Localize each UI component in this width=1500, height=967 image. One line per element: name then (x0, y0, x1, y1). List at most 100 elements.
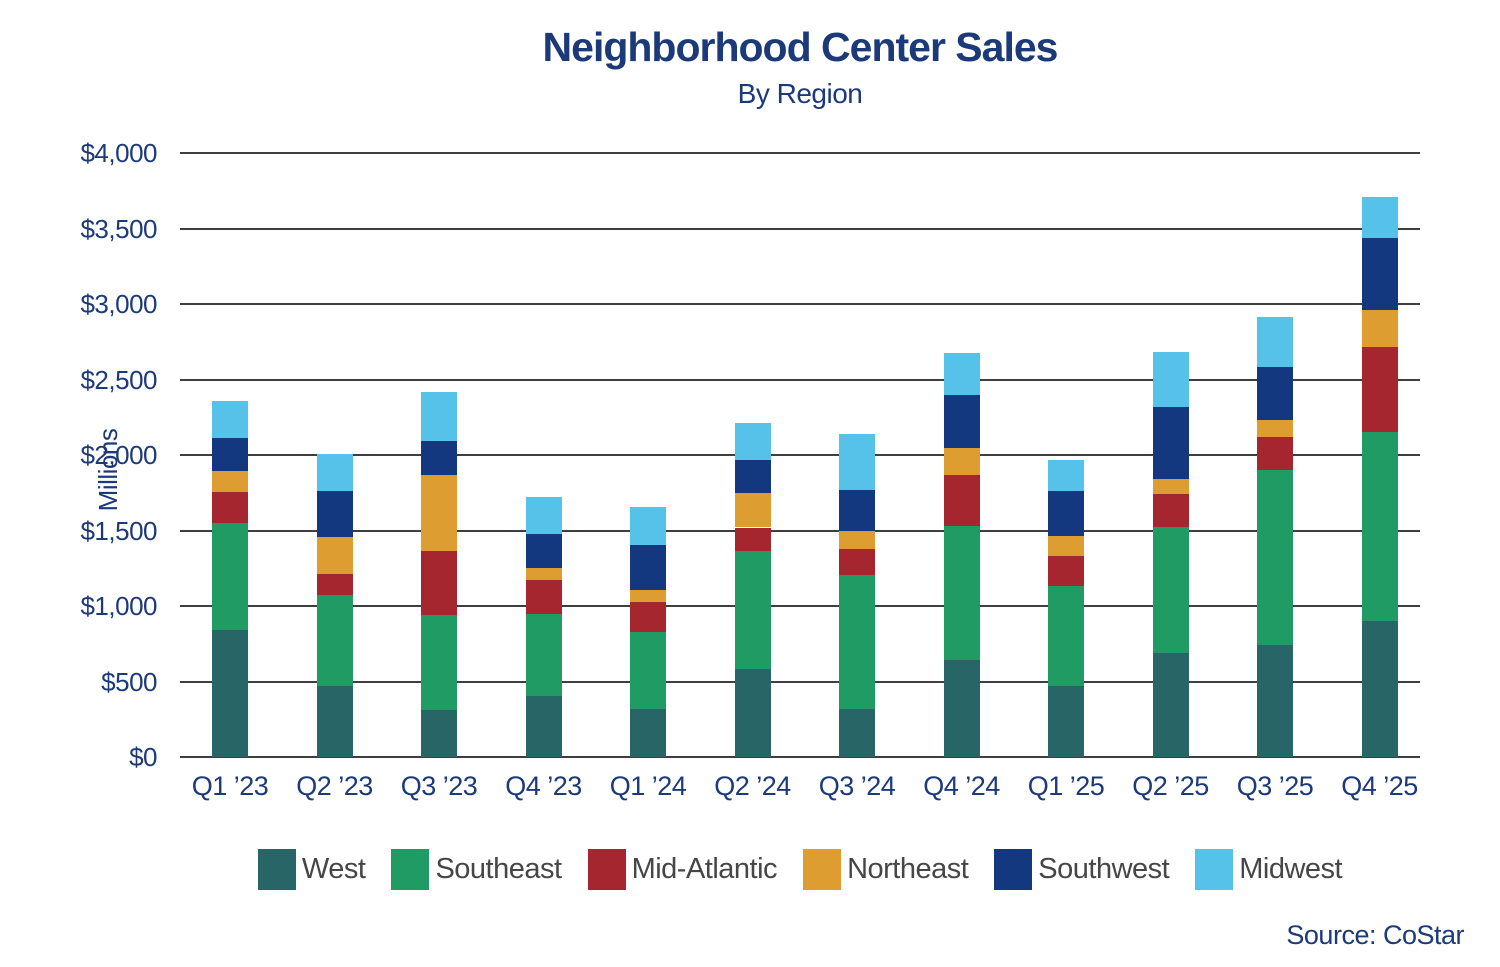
bar-segment-mid-atlantic (943, 474, 980, 526)
x-axis-label: Q2 ’23 (296, 771, 373, 801)
bar-segment-west (943, 660, 980, 757)
legend-swatch-mid-atlantic (587, 849, 626, 890)
bar-segment-southwest (943, 394, 980, 449)
bar-segment-southwest (734, 459, 771, 493)
source-note: Source: CoStar (1286, 920, 1464, 950)
x-axis-label: Q2 ’24 (714, 771, 791, 801)
bar-segment-midwest (943, 353, 980, 395)
bar-segment-midwest (734, 422, 771, 460)
x-axis-label: Q1 ’24 (609, 771, 687, 801)
y-tick-label: $3,000 (80, 289, 157, 319)
x-axis-label: Q4 ’25 (1341, 771, 1418, 801)
bar-segment-southeast (943, 526, 980, 661)
gridline (180, 378, 1420, 381)
bar-segment-northeast (421, 474, 457, 551)
y-tick-label: $500 (101, 666, 157, 697)
y-tick-label: $3,500 (80, 213, 157, 244)
bar-segment-mid-atlantic (212, 492, 248, 523)
bar-segment-southeast (1361, 431, 1398, 622)
bar-segment-northeast (212, 470, 248, 492)
bar-segment-southwest (1048, 491, 1084, 536)
legend-label: Northeast (847, 853, 969, 885)
bar-segment-west (1152, 652, 1189, 757)
legend-label: Southeast (435, 853, 562, 885)
bar-segment-northeast (1152, 479, 1189, 494)
bar-segment-southeast (525, 614, 562, 696)
bar-segment-southeast (630, 632, 666, 710)
bar-segment-southeast (734, 550, 771, 670)
bar-segment-mid-atlantic (1048, 556, 1084, 587)
bar-segment-northeast (1361, 310, 1398, 348)
gridline (180, 303, 1420, 305)
legend-swatch-southeast (391, 849, 430, 890)
legend-swatch-midwest (1195, 849, 1234, 890)
bar-segment-midwest (1152, 352, 1189, 408)
bar-segment-southwest (630, 544, 666, 591)
bar-segment-west (1257, 645, 1293, 757)
plot-area: Q1 ’23 Q2 ’23 Q3 ’23 Q4 ’23 Q1 ’24 Q2 ’24 Q3 ’… (180, 152, 1420, 801)
bar-segment-west (212, 630, 248, 757)
bar-segment-northeast (839, 531, 875, 549)
legend: West Southeast Mid-Atlantic Northeast Southw… (180, 849, 1420, 890)
legend-item-mid-atlantic: Mid-Atlantic (587, 849, 778, 890)
legend-swatch-northeast (803, 849, 842, 890)
bar-segment-midwest (1257, 316, 1293, 368)
bar-segment-northeast (1048, 535, 1084, 557)
bar-segment-west (839, 709, 875, 757)
bar-segment-mid-atlantic (839, 548, 875, 576)
bar-segment-midwest (316, 453, 353, 491)
x-axis-label: Q1 ’25 (1027, 771, 1105, 801)
y-tick-label: $2,500 (80, 364, 157, 395)
bar-segment-southeast (316, 595, 353, 687)
legend-item-southwest: Southwest (994, 849, 1170, 890)
gridline (180, 605, 1420, 607)
bar-segment-northeast (943, 448, 980, 475)
bar-segment-northeast (1257, 420, 1293, 437)
gridline (180, 680, 1420, 683)
y-tick-label: $0 (129, 742, 157, 772)
bar-segment-west (630, 709, 666, 757)
chart-subtitle: By Region (737, 78, 863, 109)
bar-segment-midwest (1361, 196, 1398, 238)
bar-segment-mid-atlantic (1361, 347, 1398, 432)
x-axis-label: Q1 ’23 (191, 771, 269, 801)
bar-segment-west (525, 695, 562, 757)
chart-title: Neighborhood Center Sales (542, 24, 1059, 70)
bar-segment-southeast (1048, 586, 1084, 687)
bar-segment-southwest (421, 440, 457, 475)
x-axis-label: Q3 ’25 (1236, 771, 1314, 801)
legend-item-midwest: Midwest (1195, 849, 1343, 890)
x-axis-label: Q2 ’25 (1132, 771, 1209, 801)
legend-label: West (301, 853, 366, 885)
y-tick-label: $1,000 (80, 591, 157, 621)
legend-swatch-southwest (994, 849, 1033, 890)
gridline (180, 756, 1420, 758)
bar-segment-west (734, 669, 771, 757)
bar-segment-southwest (1257, 367, 1293, 421)
legend-label: Mid-Atlantic (631, 853, 778, 885)
bar-segment-mid-atlantic (525, 579, 562, 615)
bar-segment-southwest (1361, 237, 1398, 311)
bar-segment-mid-atlantic (630, 602, 666, 633)
bar-segment-mid-atlantic (1152, 493, 1189, 528)
bar-segment-southeast (839, 575, 875, 710)
x-axis-label: Q4 ’24 (923, 771, 1000, 801)
y-tick-label: $2,000 (80, 440, 157, 470)
x-axis-label: Q3 ’23 (400, 771, 478, 801)
bar-segment-mid-atlantic (316, 573, 353, 596)
bar-segment-southwest (839, 489, 875, 532)
legend-item-northeast: Northeast (803, 849, 969, 890)
y-tick-label: $1,500 (80, 515, 157, 546)
bar-segment-midwest (839, 433, 875, 490)
bar-segment-midwest (525, 496, 562, 535)
legend-item-southeast: Southeast (391, 849, 562, 890)
bar-segment-southwest (316, 490, 353, 537)
bar-segment-midwest (1048, 460, 1084, 492)
bar-segment-mid-atlantic (1257, 436, 1293, 471)
bar-segment-northeast (630, 590, 666, 603)
legend-item-west: West (257, 849, 366, 890)
bar-segment-northeast (316, 536, 353, 574)
y-tick-label: $4,000 (80, 138, 157, 168)
bar-segment-west (1048, 686, 1084, 757)
